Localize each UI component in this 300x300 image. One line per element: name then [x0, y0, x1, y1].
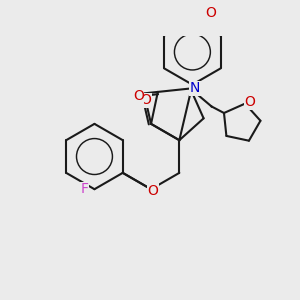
Text: O: O — [147, 184, 158, 198]
Text: O: O — [244, 95, 255, 109]
Text: O: O — [205, 6, 216, 20]
Text: O: O — [141, 93, 152, 107]
Text: N: N — [190, 82, 200, 95]
Text: F: F — [81, 182, 89, 196]
Text: O: O — [133, 89, 144, 103]
